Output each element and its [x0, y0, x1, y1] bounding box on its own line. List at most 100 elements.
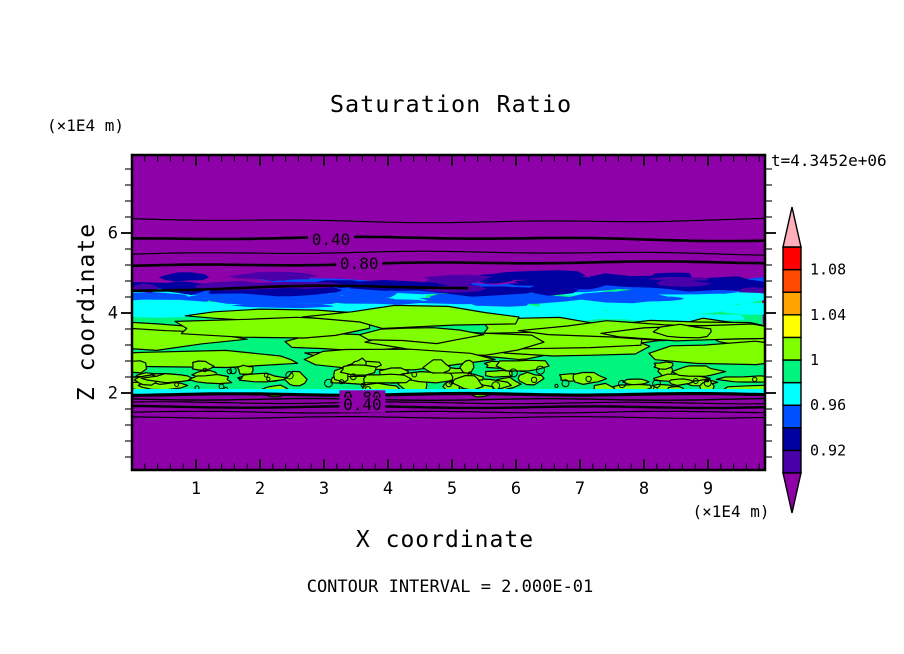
- plot-frame: [130, 153, 767, 472]
- y-axis-title: Z coordinate: [74, 223, 100, 401]
- colorbar-label: 1: [810, 351, 819, 369]
- contour-line: [132, 410, 765, 414]
- colorbar-over-arrow: [782, 206, 802, 248]
- colorbar-box: [782, 291, 802, 316]
- field-streak: [730, 283, 765, 289]
- colorbar-label: 1.04: [810, 306, 846, 324]
- contour-patch: [238, 372, 287, 383]
- x-tick-label: 6: [511, 479, 521, 499]
- colorbar-box: [782, 381, 802, 406]
- x-axis-title: X coordinate: [356, 527, 534, 553]
- contour-line: [132, 397, 765, 401]
- contour-line: [132, 416, 765, 419]
- contour-speck: [266, 376, 271, 382]
- contour-patch: [495, 359, 550, 372]
- field-streak: [720, 302, 765, 315]
- contour-line-label: 0.40: [343, 395, 382, 414]
- contour-speck: [617, 379, 627, 389]
- bottom-cyan-strip: [132, 389, 765, 395]
- contour-lines: 0.400.800.800.40: [132, 217, 765, 419]
- contour-line: [132, 250, 765, 256]
- contour-line: [132, 404, 765, 410]
- field-streak: [465, 297, 561, 303]
- contour-speck: [467, 371, 473, 377]
- contour-line: [132, 260, 765, 268]
- contour-patch: [459, 359, 475, 376]
- contour-speck: [218, 383, 225, 390]
- field-streak: [227, 272, 319, 281]
- contour-patch: [422, 359, 452, 374]
- contour-patch: [188, 373, 233, 385]
- colorbar-label: 0.92: [810, 441, 846, 459]
- contour-label-mask: [308, 232, 355, 248]
- contour-patch: [671, 365, 727, 377]
- contour-patch: [132, 360, 148, 374]
- contour-speck: [339, 379, 345, 385]
- field-streak: [158, 272, 210, 282]
- contour-patch: [236, 364, 254, 375]
- contour-speck: [692, 378, 699, 384]
- contour-speck: [411, 371, 418, 378]
- contour-speck: [508, 368, 518, 378]
- field-streak: [434, 277, 476, 287]
- colorbar-under-arrow: [782, 472, 802, 514]
- colorbar-box: [782, 336, 802, 361]
- contour-patch: [652, 323, 712, 339]
- contour-speck: [703, 378, 712, 387]
- x-tick-label: 4: [383, 479, 393, 499]
- colorbar-box: [782, 427, 802, 452]
- field-streak: [184, 293, 281, 303]
- x-tick-label: 8: [639, 479, 649, 499]
- x-tick-label: 2: [255, 479, 265, 499]
- x-tick-label: 3: [319, 479, 329, 499]
- contour-line: [132, 391, 765, 397]
- field-streak: [646, 276, 709, 282]
- field-streak: [536, 273, 579, 287]
- colorbar-box: [782, 359, 802, 384]
- chart-title: Saturation Ratio: [330, 90, 572, 118]
- contour-line: [132, 401, 765, 405]
- contour-speck: [324, 378, 333, 388]
- y-tick-label: 4: [108, 304, 118, 324]
- y-axis-units-label: (×1E4 m): [47, 116, 124, 135]
- x-tick-label: 5: [447, 479, 457, 499]
- contour-speck: [226, 368, 233, 375]
- contour-patch: [572, 371, 608, 385]
- x-axis-units-label: (×1E4 m): [692, 502, 769, 521]
- field-streak: [525, 284, 580, 296]
- colorbar-box: [782, 449, 802, 474]
- field-streak: [649, 296, 685, 302]
- contour-patch: [668, 378, 695, 387]
- contour-patch: [363, 373, 412, 384]
- contour-speck: [202, 367, 208, 373]
- y-tick-label: 6: [108, 224, 118, 244]
- contour-patch: [653, 361, 674, 370]
- y-tick-label: 2: [108, 384, 118, 404]
- field-streak: [132, 308, 205, 314]
- contour-line: [132, 284, 468, 292]
- contour-label-mask: [339, 397, 386, 413]
- contour-patch: [132, 327, 248, 351]
- contour-speck: [349, 373, 357, 381]
- field-streak: [284, 296, 369, 303]
- colorbar-box: [782, 268, 802, 293]
- contour-patch: [451, 374, 484, 391]
- contour-speck: [263, 373, 269, 378]
- field-streak: [738, 287, 765, 293]
- field-streak: [656, 280, 712, 287]
- field-streak: [471, 301, 529, 307]
- tick-labels: 1 2 3 4 5 6 7 8 9 2 4 6: [108, 224, 713, 500]
- contour-speck: [360, 382, 366, 388]
- contour-speck: [752, 376, 758, 383]
- colorbar-box: [782, 404, 802, 429]
- contour-speck: [448, 379, 454, 385]
- contour-speck: [554, 383, 559, 388]
- colorbar-box: [782, 314, 802, 339]
- contour-speck: [530, 376, 538, 383]
- x-tick-label: 9: [703, 479, 713, 499]
- contour-speck: [285, 371, 294, 380]
- contour-patch: [301, 304, 520, 330]
- field-streak: [132, 292, 189, 301]
